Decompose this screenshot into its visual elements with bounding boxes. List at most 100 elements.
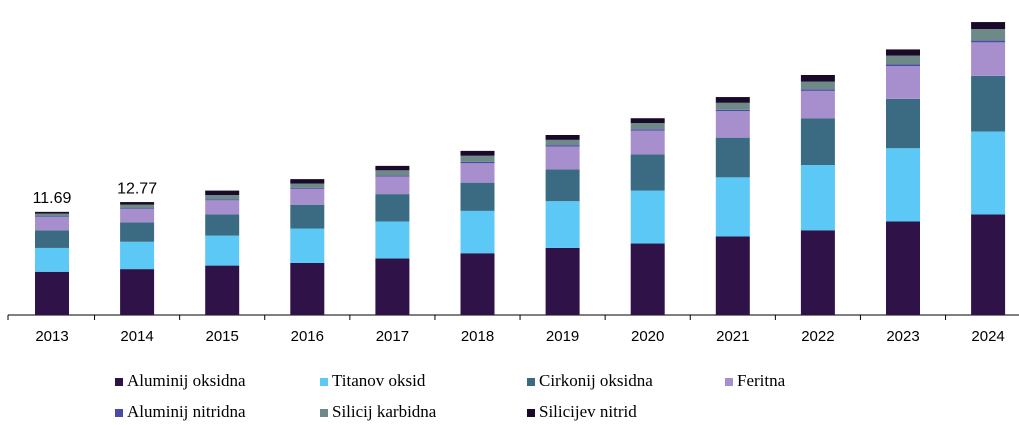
- bar-segment: [971, 214, 1006, 315]
- bar-segment: [886, 49, 920, 56]
- bar-segment: [205, 190, 240, 195]
- bar-segment: [715, 102, 750, 110]
- x-tick-label: 2022: [801, 328, 834, 345]
- bar-segment: [630, 243, 665, 315]
- total-label: 11.69: [33, 190, 72, 207]
- bar-segment: [205, 195, 240, 200]
- x-tick-label: 2016: [291, 328, 324, 345]
- x-tick-label: 2019: [546, 328, 579, 345]
- bar-segment: [630, 118, 665, 124]
- bar-segment: [545, 135, 580, 140]
- bar-segment: [120, 204, 155, 209]
- x-tick-label: 2021: [716, 328, 749, 345]
- bar-segment: [545, 139, 580, 146]
- bar-segment: [35, 247, 69, 272]
- legend-label: Silicijev nitrid: [539, 402, 637, 421]
- bar-segment: [290, 204, 325, 229]
- bar-segment: [800, 118, 835, 165]
- bar-segment: [800, 75, 835, 82]
- bar-segment: [460, 253, 495, 315]
- bar-segment: [630, 123, 665, 130]
- bar-segment: [545, 169, 580, 202]
- bar-segment: [375, 165, 410, 171]
- bar-segment: [886, 66, 920, 99]
- legend-label: Cirkonij oksidna: [539, 371, 653, 390]
- bar-segment: [715, 109, 750, 112]
- x-tick-label: 2013: [35, 328, 68, 345]
- bar-segment: [460, 161, 495, 164]
- legend-swatch: [320, 409, 328, 417]
- bar-segment: [460, 182, 495, 211]
- bar-segment: [120, 202, 155, 205]
- bar-segment: [290, 188, 325, 205]
- bar-segment: [205, 214, 240, 236]
- legend-swatch: [320, 378, 328, 386]
- bar-segment: [460, 210, 495, 254]
- x-tick-label: 2023: [886, 328, 919, 345]
- x-tick-label: 2020: [631, 328, 664, 345]
- bar-segment: [35, 271, 69, 315]
- bar-segment: [290, 187, 325, 189]
- bar-segment: [715, 97, 750, 103]
- legend-swatch: [527, 378, 535, 386]
- bar-segment: [971, 75, 1006, 132]
- bar-segment: [800, 230, 835, 315]
- bar-segment: [35, 211, 69, 214]
- bar-segment: [35, 213, 69, 217]
- bar-segment: [205, 235, 240, 266]
- bar-segment: [35, 217, 69, 231]
- bar-segment: [290, 179, 325, 184]
- bar-segment: [205, 199, 240, 201]
- legend-label: Aluminij oksidna: [127, 371, 246, 390]
- bar-segment: [205, 265, 240, 315]
- bar-segment: [460, 150, 495, 156]
- legend-label: Feritna: [737, 371, 786, 390]
- x-tick-label: 2014: [120, 328, 153, 345]
- bar-segment: [460, 155, 495, 162]
- legend-swatch: [725, 378, 733, 386]
- bar-segment: [375, 170, 410, 176]
- bar-segment: [971, 22, 1006, 30]
- bar-segment: [971, 131, 1006, 215]
- bar-segment: [630, 129, 665, 131]
- bar-segment: [800, 89, 835, 91]
- bar-segment: [630, 154, 665, 191]
- legend-swatch: [115, 409, 123, 417]
- legend-swatch: [527, 409, 535, 417]
- bar-segment: [545, 145, 580, 147]
- bar-segment: [971, 42, 1006, 76]
- bar-segment: [290, 183, 325, 188]
- total-label: 12.77: [117, 181, 157, 198]
- bar-segment: [545, 146, 580, 170]
- bar-segment: [886, 221, 920, 315]
- legend-swatch: [115, 378, 123, 386]
- bar-segment: [375, 194, 410, 222]
- bar-segment: [630, 190, 665, 244]
- x-tick-label: 2024: [971, 328, 1004, 345]
- bar-segment: [120, 241, 155, 270]
- bar-segment: [120, 222, 155, 242]
- bar-segment: [35, 216, 69, 218]
- legend-label: Titanov oksid: [332, 371, 426, 390]
- bar-segment: [35, 230, 69, 248]
- bar-segment: [375, 175, 410, 177]
- bar-segment: [715, 111, 750, 138]
- bar-segment: [120, 269, 155, 315]
- x-tick-label: 2017: [376, 328, 409, 345]
- bar-segment: [290, 262, 325, 315]
- bar-segment: [800, 165, 835, 231]
- bar-segment: [971, 29, 1006, 41]
- bar-segment: [715, 236, 750, 315]
- x-tick-label: 2018: [461, 328, 494, 345]
- bar-segment: [205, 200, 240, 215]
- bar-segment: [375, 221, 410, 259]
- bar-segment: [545, 201, 580, 248]
- bar-segment: [460, 163, 495, 183]
- bar-segment: [886, 148, 920, 222]
- legend-label: Aluminij nitridna: [127, 402, 246, 421]
- bar-segment: [715, 177, 750, 237]
- bar-segment: [886, 55, 920, 65]
- bar-segment: [800, 90, 835, 119]
- bar-segment: [630, 130, 665, 155]
